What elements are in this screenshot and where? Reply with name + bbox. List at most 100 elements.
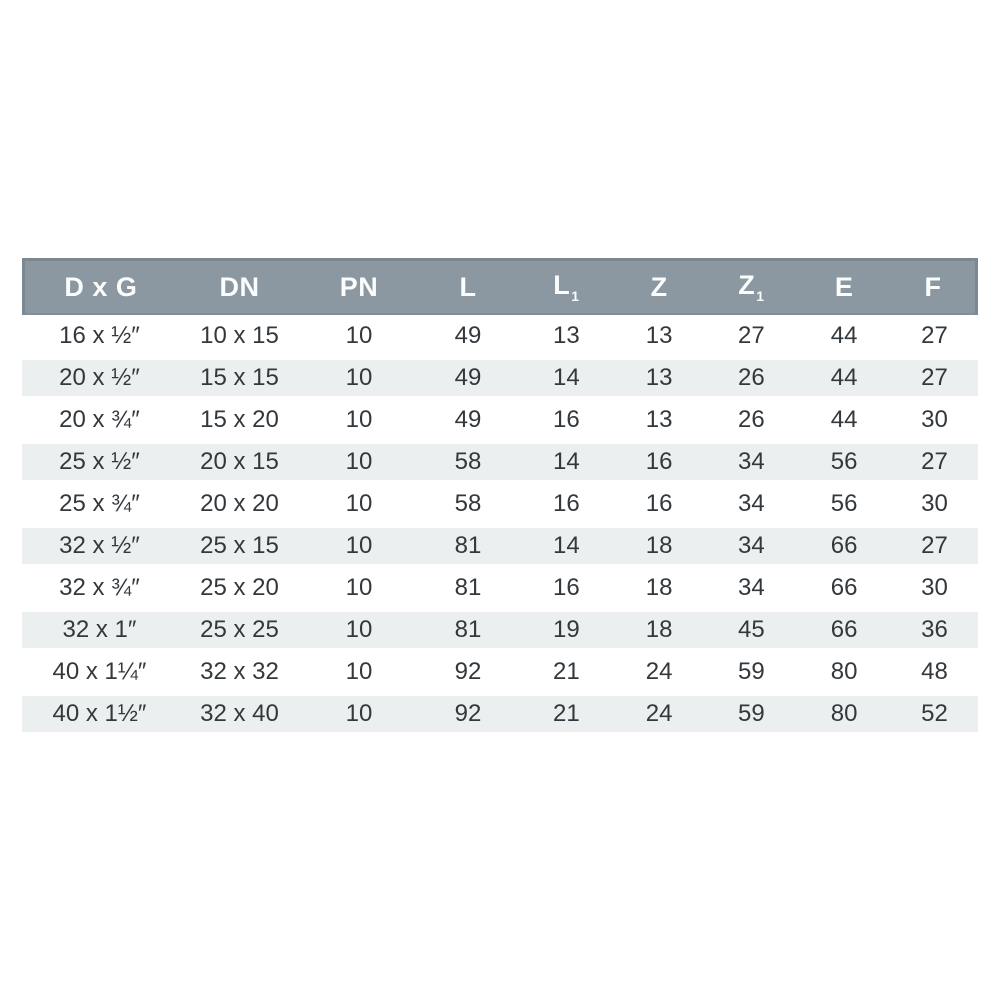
table-cell: 25 x 20 (176, 567, 303, 609)
table-cell: 10 (302, 693, 416, 735)
table-row: 20 x ¾″ 15 x 20 10 49 16 13 26 44 30 (22, 399, 978, 441)
table-row: 20 x ½″ 15 x 15 10 49 14 13 26 44 27 (22, 357, 978, 399)
table-cell: 16 (520, 483, 613, 525)
table-cell: 36 (890, 609, 978, 651)
table-cell: 13 (612, 399, 706, 441)
table-cell: 25 x ¾″ (22, 483, 177, 525)
table-cell: 14 (520, 357, 613, 399)
table-cell: 81 (415, 525, 521, 567)
column-header-label: Z (738, 270, 756, 301)
column-header-subscript: 1 (571, 287, 580, 304)
table-row: 16 x ½″ 10 x 15 10 49 13 13 27 44 27 (22, 315, 978, 357)
table-cell: 81 (415, 609, 521, 651)
table-cell: 27 (890, 357, 978, 399)
column-header-label: L (459, 271, 477, 302)
table-cell: 13 (612, 357, 706, 399)
table-cell: 10 x 15 (176, 315, 303, 357)
table-cell: 10 (302, 525, 416, 567)
table-cell: 34 (705, 525, 798, 567)
table-cell: 30 (890, 567, 978, 609)
table-cell: 49 (415, 315, 521, 357)
table-cell: 66 (797, 525, 891, 567)
table-cell: 10 (302, 483, 416, 525)
table-cell: 48 (890, 651, 978, 693)
table-cell: 18 (612, 567, 706, 609)
table-cell: 26 (705, 399, 798, 441)
table-cell: 80 (797, 651, 891, 693)
table-header-row: D x G DN PN L L1 Z Z1 E F (22, 258, 978, 315)
column-header-z: Z (612, 258, 706, 315)
table-cell: 18 (612, 525, 706, 567)
table-row: 40 x 1½″ 32 x 40 10 92 21 24 59 80 52 (22, 693, 978, 735)
column-header-label: Z (650, 271, 668, 302)
table-cell: 27 (890, 315, 978, 357)
table-cell: 16 (612, 441, 706, 483)
table-cell: 16 (520, 567, 613, 609)
table-cell: 20 x ¾″ (22, 399, 177, 441)
table-cell: 25 x ½″ (22, 441, 177, 483)
table-cell: 26 (705, 357, 798, 399)
table-cell: 20 x 20 (176, 483, 303, 525)
table-cell: 10 (302, 567, 416, 609)
column-header-label: E (834, 271, 854, 302)
table-cell: 16 (520, 399, 613, 441)
table-cell: 30 (890, 399, 978, 441)
table-cell: 27 (890, 441, 978, 483)
table-row: 25 x ½″ 20 x 15 10 58 14 16 34 56 27 (22, 441, 978, 483)
table-cell: 16 (612, 483, 706, 525)
table-cell: 40 x 1¼″ (22, 651, 177, 693)
table-header: D x G DN PN L L1 Z Z1 E F (22, 258, 978, 315)
table-cell: 15 x 15 (176, 357, 303, 399)
column-header-dn: DN (176, 258, 303, 315)
table-cell: 44 (797, 315, 891, 357)
column-header-dxg: D x G (22, 258, 177, 315)
table-cell: 58 (415, 483, 521, 525)
table-cell: 32 x 32 (176, 651, 303, 693)
table-cell: 44 (797, 357, 891, 399)
column-header-label: L (553, 270, 571, 301)
table-cell: 49 (415, 357, 521, 399)
table-row: 25 x ¾″ 20 x 20 10 58 16 16 34 56 30 (22, 483, 978, 525)
table-cell: 13 (520, 315, 613, 357)
table-cell: 44 (797, 399, 891, 441)
column-header-l: L (415, 258, 521, 315)
table-cell: 32 x 40 (176, 693, 303, 735)
table-cell: 56 (797, 483, 891, 525)
table-cell: 49 (415, 399, 521, 441)
column-header-label: DN (219, 271, 260, 302)
table-cell: 30 (890, 483, 978, 525)
table-cell: 19 (520, 609, 613, 651)
table-cell: 16 x ½″ (22, 315, 177, 357)
table-cell: 59 (705, 693, 798, 735)
table-cell: 59 (705, 651, 798, 693)
table-cell: 32 x ¾″ (22, 567, 177, 609)
table-cell: 45 (705, 609, 798, 651)
table-cell: 25 x 15 (176, 525, 303, 567)
table-cell: 13 (612, 315, 706, 357)
table-cell: 10 (302, 651, 416, 693)
column-header-label: D x G (64, 271, 138, 302)
table-cell: 14 (520, 525, 613, 567)
column-header-label: PN (339, 271, 379, 302)
table-cell: 32 x ½″ (22, 525, 177, 567)
table-cell: 14 (520, 441, 613, 483)
table-cell: 34 (705, 483, 798, 525)
column-header-pn: PN (302, 258, 416, 315)
table-row: 32 x ½″ 25 x 15 10 81 14 18 34 66 27 (22, 525, 978, 567)
table-cell: 92 (415, 693, 521, 735)
table-cell: 27 (890, 525, 978, 567)
table-cell: 34 (705, 567, 798, 609)
table-cell: 21 (520, 693, 613, 735)
table-cell: 10 (302, 441, 416, 483)
dimensions-table-container: D x G DN PN L L1 Z Z1 E F 16 x ½″ 10 x 15 10 49 13 13… (22, 258, 978, 735)
table-row: 40 x 1¼″ 32 x 32 10 92 21 24 59 80 48 (22, 651, 978, 693)
table-cell: 21 (520, 651, 613, 693)
column-header-l1: L1 (520, 258, 613, 315)
table-cell: 20 x ½″ (22, 357, 177, 399)
table-cell: 34 (705, 441, 798, 483)
column-header-z1: Z1 (705, 258, 798, 315)
table-cell: 32 x 1″ (22, 609, 177, 651)
table-cell: 24 (612, 693, 706, 735)
column-header-subscript: 1 (756, 287, 765, 304)
